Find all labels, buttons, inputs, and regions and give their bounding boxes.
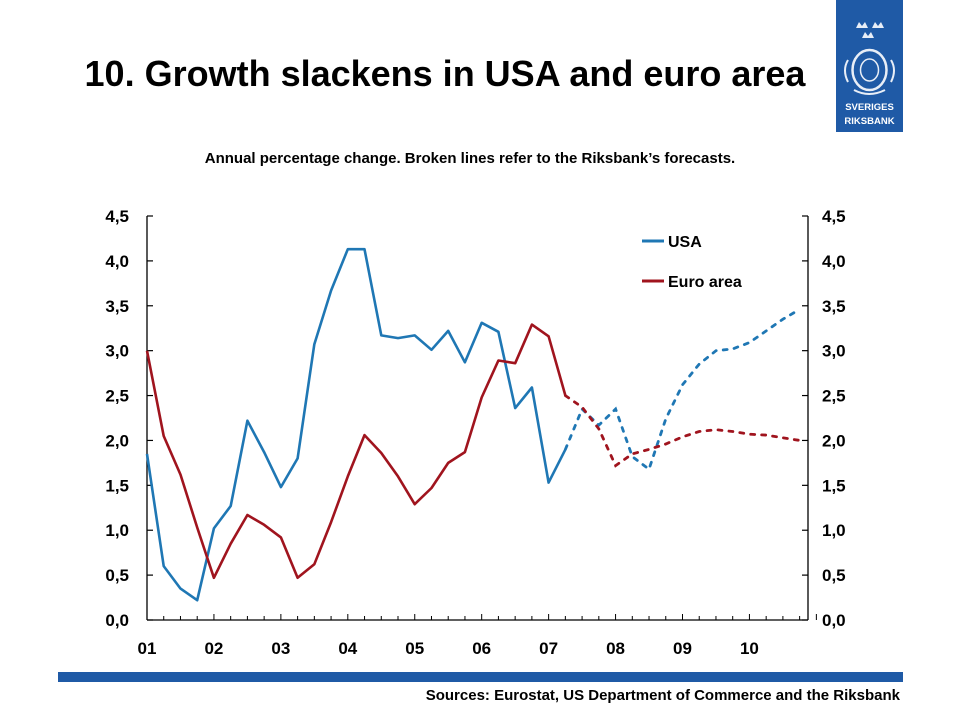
y-tick-label-right: 1,0 [822,521,846,540]
y-tick-label-left: 1,0 [105,521,129,540]
y-tick-label-left: 4,5 [105,207,129,226]
x-tick-label: 02 [204,639,223,658]
x-tick-label: 01 [138,639,157,658]
svg-text:SVERIGES: SVERIGES [845,102,894,113]
y-tick-label-right: 2,0 [822,431,846,450]
x-tick-label: 03 [271,639,290,658]
y-tick-label-right: 3,0 [822,342,846,361]
y-tick-label-left: 3,5 [105,297,129,316]
y-tick-label-left: 2,5 [105,387,129,406]
x-tick-label: 04 [338,639,357,658]
y-tick-label-right: 0,5 [822,566,846,585]
x-tick-label: 10 [740,639,759,658]
usa-forecast-line [564,307,801,472]
footer-bar [58,672,903,682]
page-title: 10. Growth slackens in USA and euro area [84,53,806,94]
y-tick-label-left: 4,0 [105,252,129,271]
page-subtitle: Annual percentage change. Broken lines r… [204,150,736,167]
usa-outcome-line [145,247,567,602]
sources-note: Sources: Eurostat, US Department of Comm… [425,687,900,704]
legend-label-euro: Euro area [668,274,742,291]
x-tick-label: 08 [606,639,625,658]
x-tick-label: 06 [472,639,491,658]
euro-forecast-line [564,394,801,468]
y-tick-label-left: 1,5 [105,476,129,495]
x-tick-label: 07 [539,639,558,658]
y-tick-label-right: 4,0 [822,252,846,271]
y-tick-label-right: 1,5 [822,476,846,495]
growth-chart: 0,0 0,0 0,5 0,5 1,0 1,0 1,5 1,5 2,0 2,0 2,5 2,5 3,0 3… [105,207,846,658]
euro-outcome-line [145,323,567,580]
x-tick-label: 05 [405,639,424,658]
x-tick-label: 09 [673,639,692,658]
y-tick-label-left: 0,0 [105,611,129,630]
y-tick-label-left: 0,5 [105,566,129,585]
y-tick-label-right: 2,5 [822,387,846,406]
legend-label-usa: USA [668,234,702,251]
y-tick-label-left: 3,0 [105,342,129,361]
y-tick-label-right: 3,5 [822,297,846,316]
y-tick-label-right: 4,5 [822,207,846,226]
y-tick-label-right: 0,0 [822,611,846,630]
svg-text:RIKSBANK: RIKSBANK [844,116,894,127]
y-tick-label-left: 2,0 [105,431,129,450]
riksbank-logo: SVERIGES RIKSBANK [836,0,903,132]
